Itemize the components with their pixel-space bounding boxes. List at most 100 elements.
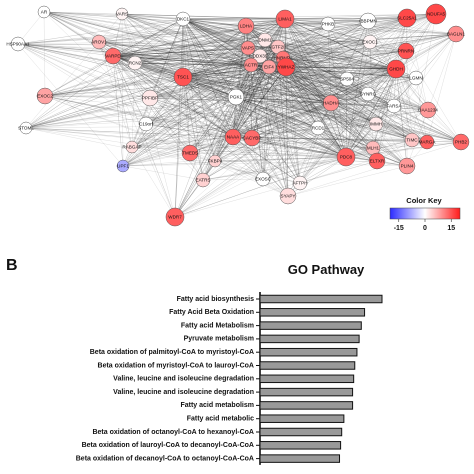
node-circle — [224, 128, 242, 146]
network-edge — [134, 18, 286, 64]
network-edge — [214, 160, 301, 184]
network-edge — [189, 25, 247, 154]
network-edge — [25, 127, 234, 138]
network-edge — [262, 156, 347, 180]
network-node: SYNRG — [360, 86, 377, 102]
network-edge — [112, 55, 332, 104]
network-edge — [131, 146, 347, 158]
network-node: LIMA1 — [275, 9, 295, 29]
network-edge — [121, 13, 286, 20]
network-edge — [44, 95, 253, 139]
network-edge — [182, 33, 457, 78]
node-label: LGMN — [409, 76, 422, 81]
network-edge — [250, 64, 264, 180]
node-circle — [10, 36, 26, 52]
network-edge — [43, 11, 270, 68]
network-node: PLIN4 — [398, 157, 416, 175]
network-edge — [182, 18, 216, 162]
network-edge — [112, 55, 374, 149]
network-edge — [330, 102, 462, 143]
node-label: MLH1 — [367, 146, 380, 151]
node-label: RCN2 — [129, 61, 142, 66]
network-edge — [25, 96, 237, 129]
network-edge — [44, 95, 237, 98]
network-edge — [345, 13, 437, 158]
network-edge — [406, 17, 429, 111]
node-label: DDX39 — [253, 54, 268, 59]
network-edge — [372, 33, 457, 149]
network-edge — [25, 127, 191, 154]
node-label: PHKB — [322, 22, 335, 27]
network-edge — [282, 57, 347, 158]
network-edge — [395, 68, 408, 167]
network-edge — [174, 18, 184, 218]
color-key: Color Key -15 0 15 — [389, 196, 461, 232]
node-label: ELTXR — [370, 159, 385, 164]
category-label: Fatty acid metabolism — [180, 402, 254, 409]
network-edge — [277, 46, 408, 167]
network-edge — [182, 76, 191, 154]
node-circle — [127, 55, 143, 71]
node-circle — [261, 59, 277, 75]
category-label: Beta oxidation of myristoyl-CoA to lauro… — [98, 362, 254, 369]
node-label: TMED5 — [182, 151, 198, 156]
network-edge — [174, 18, 184, 218]
network-edge — [182, 76, 332, 104]
node-label: DNM1 — [258, 38, 271, 43]
network-edge — [287, 141, 462, 197]
color-key-title: Color Key — [406, 196, 442, 205]
network-edge — [284, 18, 408, 167]
network-edge — [277, 46, 428, 143]
network-edge — [43, 11, 301, 184]
network-edge — [375, 68, 397, 125]
node-label: LIMA1 — [278, 17, 292, 22]
network-node: VAPS — [240, 40, 256, 56]
node-circle — [276, 57, 296, 77]
network-edge — [17, 43, 234, 138]
color-key-tick-label: -15 — [394, 225, 404, 232]
network-edge — [367, 93, 462, 143]
network-edge — [251, 109, 429, 139]
network-edge — [284, 18, 319, 129]
network-edge — [43, 11, 252, 66]
network-node: DDX39 — [253, 48, 268, 64]
network-edge — [112, 55, 289, 197]
network-edge — [268, 66, 289, 197]
network-edge — [43, 11, 247, 27]
network-edge — [299, 141, 428, 184]
network-edge — [25, 127, 374, 149]
node-circle — [292, 175, 308, 191]
network-node: STOML — [18, 121, 34, 135]
network-edge — [345, 68, 397, 158]
network-edge — [145, 123, 234, 138]
network-edge — [182, 76, 332, 104]
network-edge — [372, 68, 397, 149]
network-node: AROV1 — [91, 34, 107, 50]
network-node: PPFIBP — [141, 89, 159, 107]
bar — [259, 387, 354, 397]
network-edge — [250, 64, 378, 162]
node-circle — [419, 101, 437, 119]
network-edge — [284, 18, 369, 95]
network-edge — [17, 43, 151, 99]
network-edge — [44, 95, 191, 154]
bar — [259, 347, 358, 357]
network-edge — [25, 127, 253, 139]
network-edge — [17, 43, 124, 167]
bar — [259, 361, 356, 370]
network-edge — [98, 18, 286, 43]
network-edge — [330, 102, 347, 158]
network-edge — [122, 156, 347, 167]
network-edge — [17, 43, 279, 48]
network-edge — [202, 156, 347, 181]
network-edge — [268, 33, 457, 68]
network-edge — [43, 11, 397, 70]
network-edge — [182, 18, 264, 180]
network-edge — [44, 25, 247, 97]
node-label: DAA1234 — [418, 108, 438, 113]
network-edge — [17, 18, 184, 45]
network-edge — [17, 43, 147, 125]
network-edge — [235, 33, 457, 98]
network-edge — [145, 66, 270, 125]
node-circle — [91, 34, 107, 50]
